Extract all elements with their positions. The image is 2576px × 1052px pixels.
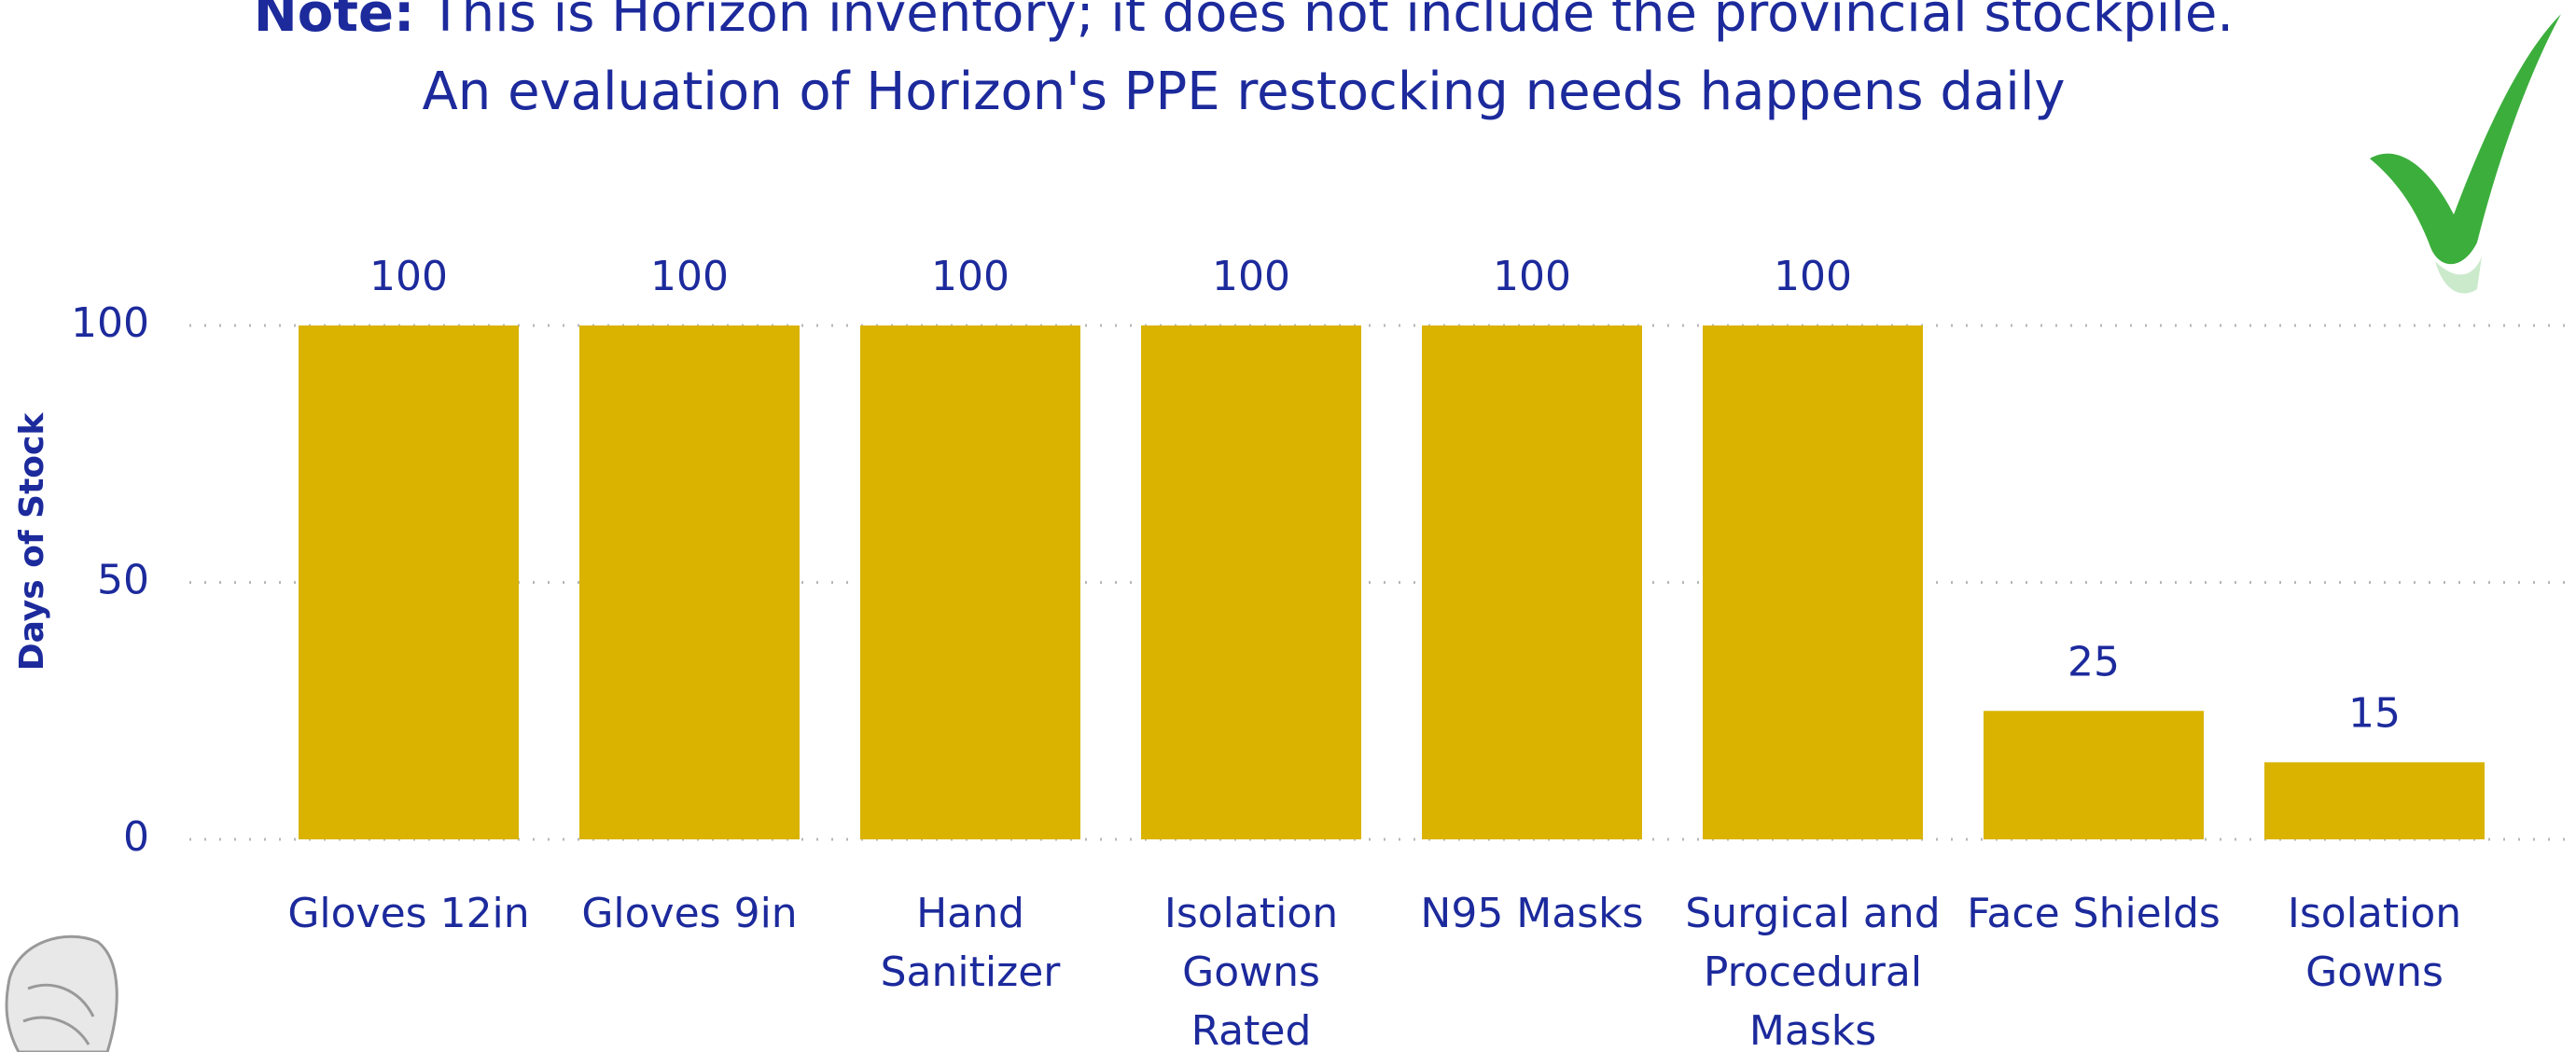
y-tick-label: 50 bbox=[97, 557, 149, 604]
data-label: 100 bbox=[931, 253, 1010, 300]
bar bbox=[299, 325, 519, 839]
data-label: 100 bbox=[1774, 253, 1852, 300]
x-tick-label: Face Shields bbox=[1958, 884, 2229, 943]
note-line-1: Note: This is Horizon inventory; it does … bbox=[254, 0, 2234, 44]
data-label: 15 bbox=[2348, 689, 2401, 737]
bar bbox=[1703, 325, 1923, 839]
x-tick-label: Isolation Gowns bbox=[2239, 884, 2510, 1002]
y-tick-label: 100 bbox=[71, 299, 149, 347]
y-axis-title: Days of Stock bbox=[13, 412, 51, 671]
x-tick-label: Surgical and Procedural Masks bbox=[1678, 884, 1948, 1052]
data-label: 100 bbox=[650, 253, 729, 300]
note-label: Note: bbox=[254, 0, 414, 44]
data-label: 100 bbox=[1212, 253, 1290, 300]
bar bbox=[860, 325, 1080, 839]
data-label: 100 bbox=[369, 253, 448, 300]
checkmark-icon bbox=[2370, 14, 2561, 294]
bar bbox=[1984, 711, 2204, 839]
bar bbox=[579, 325, 800, 839]
bar bbox=[2264, 762, 2485, 839]
data-label: 25 bbox=[2068, 638, 2120, 685]
x-tick-label: Isolation Gowns Rated bbox=[1116, 884, 1386, 1052]
mask-icon bbox=[7, 936, 117, 1052]
x-tick-label: Gloves 12in bbox=[273, 884, 544, 943]
x-tick-label: Gloves 9in bbox=[554, 884, 825, 943]
data-label: 100 bbox=[1493, 253, 1571, 300]
note-line-2: An evaluation of Horizon's PPE restockin… bbox=[422, 62, 2065, 122]
bar bbox=[1422, 325, 1642, 839]
x-tick-label: Hand Sanitizer bbox=[835, 884, 1106, 1002]
page: Note: This is Horizon inventory; it does … bbox=[0, 0, 2576, 1052]
y-tick-label: 0 bbox=[123, 813, 149, 861]
bar bbox=[1141, 325, 1361, 839]
note-text: This is Horizon inventory; it does not i… bbox=[428, 0, 2234, 44]
x-tick-label: N95 Masks bbox=[1397, 884, 1667, 943]
